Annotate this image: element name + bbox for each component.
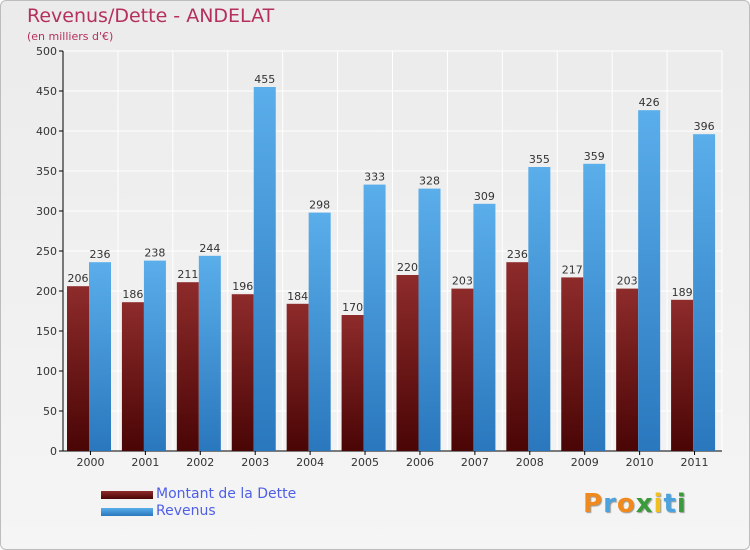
data-label: 203 [617,275,638,288]
logo-letter: i [653,489,664,519]
y-tick-label: 50 [43,405,57,418]
data-label: 211 [177,268,198,281]
data-label: 217 [562,263,583,276]
data-label: 333 [364,171,385,184]
bar-revenus [198,255,221,451]
legend-swatch-revenus [101,508,153,516]
data-labels: 2062361862382112441964551842981703332203… [68,73,715,314]
bar-dette [396,275,419,451]
bar-revenus [143,260,166,451]
x-tick-label: 2006 [406,456,434,469]
logo-letter: o [616,489,636,519]
bar-revenus [363,184,386,451]
bar-revenus [638,110,661,451]
bar-revenus [253,87,276,451]
legend-swatch-dette [101,491,153,499]
logo-letter: t [663,489,677,519]
y-tick-label: 300 [36,205,57,218]
bars [67,87,716,452]
data-label: 238 [144,247,165,260]
bar-dette [451,288,474,451]
data-label: 298 [309,199,330,212]
y-tick-label: 200 [36,285,57,298]
bar-dette [176,282,199,451]
axes: 0 50 100 150 200 250 300 350 400 450 500 2000 2001 20… [36,45,722,469]
bar-revenus [528,167,551,451]
bar-dette [616,288,639,451]
bar-revenus [473,203,496,451]
logo-letter: i [676,489,687,519]
bar-revenus [583,163,606,452]
chart-title: Revenus/Dette - ANDELAT [27,5,275,27]
y-tick-label: 100 [36,365,57,378]
x-tick-label: 2007 [461,456,489,469]
bar-revenus [89,262,111,451]
x-tick-label: 2010 [626,456,654,469]
chart-subtitle: (en milliers d'€) [27,30,114,43]
x-tick-label: 2001 [131,456,159,469]
proxiti-logo: Proxiti [583,489,687,519]
x-tick-label: 2008 [516,456,544,469]
logo-letter: P [583,489,604,519]
bar-dette [286,303,309,451]
legend-label-revenus: Revenus [156,503,216,519]
bar-dette [671,299,694,451]
logo-letter: r [603,489,617,519]
data-label: 184 [287,290,308,303]
logo-letter: x [635,489,654,519]
y-tick-label: 350 [36,165,57,178]
x-tick-label: 2004 [296,456,324,469]
data-label: 244 [199,242,220,255]
data-label: 328 [419,175,440,188]
y-tick-label: 0 [50,445,57,458]
x-tick-label: 2009 [571,456,599,469]
y-tick-label: 500 [36,45,57,58]
y-tick-label: 150 [36,325,57,338]
bar-dette [561,277,584,451]
data-label: 170 [342,301,363,314]
data-label: 196 [232,280,253,293]
bar-dette [67,286,89,451]
data-label: 236 [507,248,528,261]
y-tick-label: 400 [36,125,57,138]
y-tick-label: 450 [36,85,57,98]
bar-dette [506,262,529,451]
data-label: 203 [452,275,473,288]
bar-dette [341,315,364,451]
bar-dette [121,302,144,451]
y-tick-label: 250 [36,245,57,258]
grid-lines [62,50,723,452]
bar-dette [231,294,254,451]
data-label: 309 [474,190,495,203]
legend-label-dette: Montant de la Dette [156,486,297,502]
data-label: 426 [639,96,660,109]
x-tick-label: 2000 [76,456,104,469]
data-label: 220 [397,261,418,274]
x-tick-label: 2011 [681,456,709,469]
bar-revenus [308,212,331,451]
data-label: 455 [254,73,275,86]
data-label: 355 [529,153,550,166]
data-label: 236 [90,248,111,261]
x-tick-label: 2005 [351,456,379,469]
data-label: 396 [694,120,715,133]
data-label: 206 [68,272,89,285]
x-tick-label: 2002 [186,456,214,469]
data-label: 189 [672,286,693,299]
data-label: 186 [122,288,143,301]
bar-revenus [418,188,441,451]
data-label: 359 [584,150,605,163]
bar-revenus [693,134,716,451]
x-tick-label: 2003 [241,456,269,469]
